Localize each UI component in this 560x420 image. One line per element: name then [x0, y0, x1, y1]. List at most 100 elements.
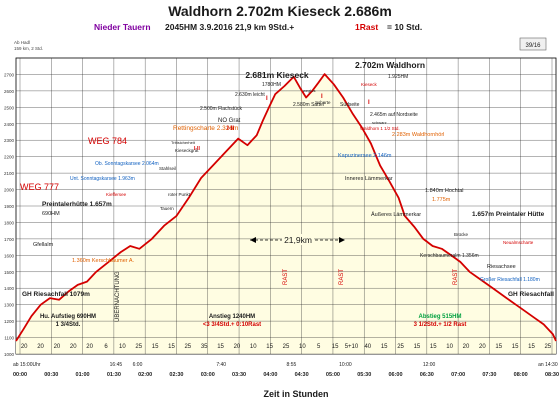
y-tick-label: 2500: [4, 105, 15, 110]
kieffersee-alt-label: 1.775m: [432, 197, 451, 203]
weg-784-label: WEG 784: [88, 136, 127, 146]
y-tick-label: 2000: [4, 188, 15, 193]
y-tick-label: 2700: [4, 72, 15, 77]
segment-minute-label: 15: [168, 344, 175, 350]
x-tick-label: 02:30: [169, 372, 183, 378]
rest-label: 1Rast: [355, 22, 378, 32]
x-tick-label: 07:00: [451, 372, 465, 378]
y-tick-label: 1400: [4, 286, 15, 291]
descent-label: Abstieg 515HM: [418, 314, 461, 320]
x-tick-label: 06:00: [388, 372, 402, 378]
descent-time: 3 1/2Std.+ 1/2 Rast: [414, 322, 467, 328]
ascent-label: Anstieg 1240HM: [209, 314, 255, 320]
grade-label-5: I: [368, 100, 370, 106]
y-tick-label: 1100: [4, 336, 14, 341]
segment-minute-label: 15: [266, 344, 273, 350]
y-tick-label: 2200: [4, 155, 15, 160]
y-tick-label: 1200: [4, 319, 15, 324]
grade-label-3: I: [266, 96, 268, 102]
distance-arrow: [250, 234, 345, 245]
segment-minute-label: 20: [37, 344, 44, 350]
segment-minute-label: 35: [201, 344, 208, 350]
flachstueck-label: 2.500m Flachstück: [200, 106, 242, 112]
y-tick-label: 2300: [4, 138, 15, 143]
waldhornhoerl-label: 2.283m Waldhornhörl: [392, 132, 444, 138]
segment-minute-label: 25: [184, 344, 191, 350]
x-tick-label: 05:30: [357, 372, 371, 378]
segment-minute-label: 15: [512, 344, 519, 350]
grade-label-1: I-II: [227, 126, 234, 132]
x-clock-label: ab 15:00Uhr: [13, 362, 41, 368]
suedseite-label: Südseite: [340, 102, 360, 108]
gfellalm-label: Gfellalm: [33, 242, 54, 248]
segment-minute-label: 15: [332, 344, 339, 350]
preintaler-label: Preintalerhütte 1.657m: [42, 201, 112, 208]
trittsicher-label: Trittsicherheit: [171, 140, 196, 145]
horizontal-gridlines: [16, 74, 556, 355]
kieseck-arrow-label: Kieseck: [361, 82, 378, 87]
rast-label-1: RAST: [283, 269, 289, 285]
segment-minute-label: 10: [446, 344, 453, 350]
segment-minute-label: 5: [317, 344, 321, 350]
uebernachtung-label: ÜBERNACHTUNG: [114, 271, 121, 322]
tauern-label: Tauern: [160, 206, 174, 211]
x-tick-label: 03:30: [232, 372, 246, 378]
x-tick-label: 00:00: [13, 372, 27, 378]
summit-waldhorn-hm: 1.925HM: [388, 74, 408, 80]
hochtal-label: 1.840m Hochtal: [425, 188, 464, 194]
segment-minute-label: 15: [528, 344, 535, 350]
x-clock-label: 10:00: [339, 362, 352, 368]
riesachfall-right-label: GH Riesachfall: [508, 291, 554, 298]
waldhorn-note-label: Waldhorn 1 1/2 Std.: [360, 126, 400, 131]
neualmscharte-label: Neualmscharte: [503, 240, 534, 245]
x-axis-title: Zeit in Stunden: [264, 389, 329, 399]
corner-note-2: 159 km, 2 Std.: [14, 46, 43, 51]
plot-area: 1000 1100 1200 1300 1400 1500 1600 1700 1800 1900…: [4, 57, 559, 378]
hu-aufstieg-label: Hu. Aufstieg 690HM: [40, 314, 96, 320]
sattel-label: 2.580m Sattel: [293, 102, 324, 108]
y-tick-label: 1600: [4, 253, 15, 258]
preintaler-right-label: 1.657m Preintaler Hütte: [472, 211, 545, 218]
x-clock-label: 7:40: [216, 362, 226, 368]
x-tick-labels: 00:00 00:30 01:00 01:30 02:00 02:30 03:00 03:30…: [13, 362, 559, 378]
aeussere-laemmerkar-label: Äußeres Lämmerkar: [371, 211, 421, 218]
y-tick-label: 1700: [4, 237, 15, 242]
segment-minute-label: 10: [119, 344, 126, 350]
grade-label-2: I-II: [194, 146, 200, 152]
schwarz-label: schwarz: [372, 120, 387, 125]
segment-minute-label: 6: [104, 344, 108, 350]
segment-minute-label: 15: [430, 344, 437, 350]
segment-minute-label: 15: [495, 344, 502, 350]
y-tick-label: 2600: [4, 89, 15, 94]
rettingscharte-label: Rettingscharte 2.326m: [173, 125, 238, 132]
x-tick-label: 01:30: [107, 372, 121, 378]
x-clock-label: an 14:30: [538, 362, 558, 368]
nord-grat-label: NO Grat: [218, 118, 241, 124]
x-clock-label: 8:55: [287, 362, 297, 368]
vertical-gridlines: [19, 58, 553, 354]
segment-minute-label: 15: [381, 344, 388, 350]
summit-waldhorn: 2.702m Waldhorn: [355, 60, 425, 70]
segment-minute-label: 40: [364, 344, 371, 350]
x-clock-label: 16:45: [110, 362, 123, 368]
segment-minute-label: 15: [152, 344, 159, 350]
x-tick-label: 03:00: [201, 372, 215, 378]
segment-minute-label: 25: [544, 344, 551, 350]
page-badge: 39/16: [525, 43, 541, 49]
segment-minute-labels: 20 20 20 20 20 6 10 25 15 15 25 35 15 20 10 15 25 10 5 15 5+…: [21, 344, 552, 350]
segment-minute-label: 5+10: [345, 344, 359, 350]
weg-777-label: WEG 777: [20, 182, 59, 192]
page-badge-box: [519, 37, 547, 51]
segment-minute-label: 25: [283, 344, 290, 350]
x-tick-label: 02:00: [138, 372, 152, 378]
x-tick-label: 04:00: [263, 372, 277, 378]
x-tick-label: 07:30: [482, 372, 496, 378]
profile-line: [15, 73, 557, 342]
innere-laemmerkar-label: Inneres Lämmerkar: [345, 176, 393, 182]
x-tick-label: 06:30: [420, 372, 434, 378]
grade-label-4: I: [321, 94, 323, 100]
x-clock-label: 12:00: [423, 362, 436, 368]
y-tick-labels: 1000 1100 1200 1300 1400 1500 1600 1700 1800 1900…: [4, 72, 15, 357]
region-label: Nieder Tauern: [94, 22, 151, 32]
